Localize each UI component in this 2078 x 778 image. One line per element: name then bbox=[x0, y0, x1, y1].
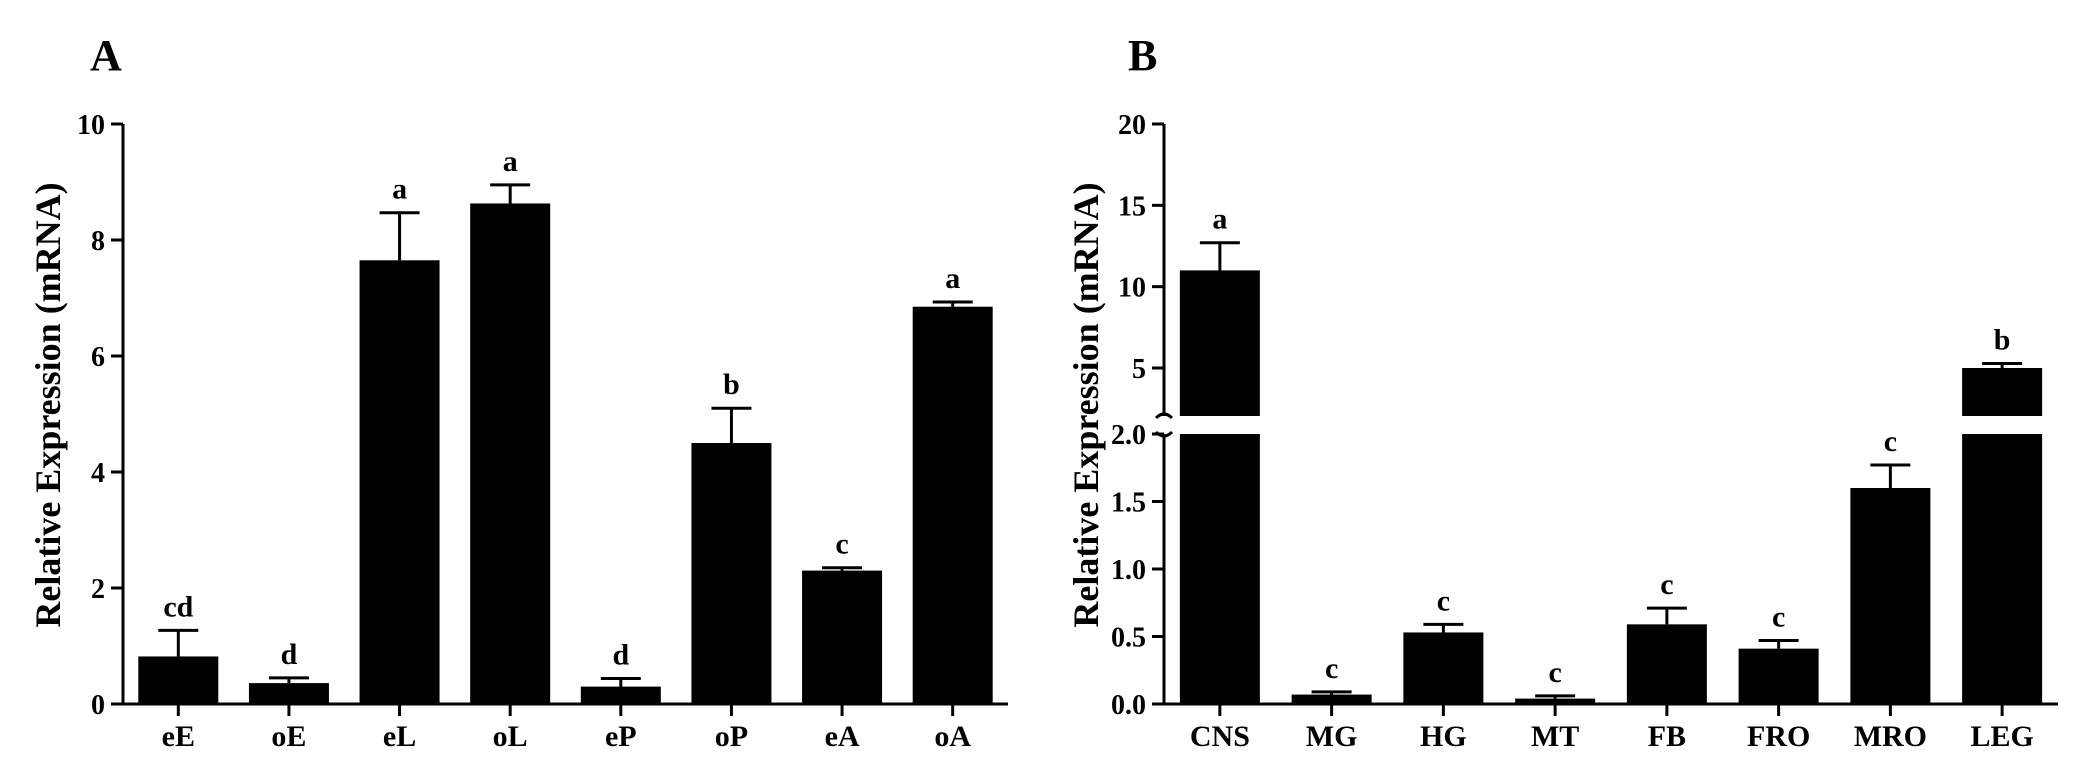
panel-a-significance-label: b bbox=[723, 368, 740, 401]
panel-a-significance-label: c bbox=[835, 528, 848, 561]
panel-a-bar bbox=[248, 683, 329, 704]
panel-b-significance-label: b bbox=[1994, 323, 2011, 356]
panel-b-y-tick-label: 10 bbox=[1118, 273, 1146, 304]
panel-b-significance-label: a bbox=[1212, 203, 1227, 236]
panel-b-y-tick-label: 5 bbox=[1132, 354, 1146, 385]
panel-a-x-tick-label: oP bbox=[715, 720, 748, 753]
panel-b-bar bbox=[1179, 434, 1260, 704]
panel-b-y-tick-label: 0.5 bbox=[1111, 623, 1146, 654]
panel-b-bar bbox=[1515, 698, 1596, 704]
panel-a-significance-label: a bbox=[392, 173, 407, 206]
panel-b-y-tick-label: 1.5 bbox=[1111, 488, 1146, 519]
panel-b-x-tick-label: FRO bbox=[1747, 720, 1810, 753]
panel-b-significance-label: c bbox=[1325, 652, 1338, 685]
panel-a-x-tick-label: eP bbox=[605, 720, 637, 753]
panel-a-y-tick-label: 10 bbox=[77, 110, 105, 141]
panel-a-y-tick-label: 8 bbox=[91, 226, 105, 257]
panel-a-x-tick-label: eL bbox=[383, 720, 416, 753]
panel-b-significance-label: c bbox=[1660, 568, 1673, 601]
panel-a-bar bbox=[802, 570, 883, 704]
panel-b-significance-label: c bbox=[1548, 656, 1561, 689]
panel-b-bar bbox=[1850, 488, 1931, 704]
panel-a-bar bbox=[470, 203, 551, 704]
panel-a-y-tick-label: 4 bbox=[91, 458, 105, 489]
panel-b-x-tick-label: HG bbox=[1420, 720, 1467, 753]
panel-b-axis-break-mark bbox=[1154, 412, 1174, 420]
panel-b-bar bbox=[1962, 434, 2043, 704]
panel-b-x-tick-label: FB bbox=[1648, 720, 1686, 753]
panel-b-x-tick-label: MT bbox=[1531, 720, 1579, 753]
panel-b-x-tick-label: CNS bbox=[1190, 720, 1250, 753]
panel-b-y-tick-label: 0.0 bbox=[1111, 690, 1146, 721]
panel-a-x-tick-label: oE bbox=[271, 720, 306, 753]
panel-a-y-axis-title: Relative Expression (mRNA) bbox=[28, 182, 68, 627]
panel-b-y-tick-label: 1.0 bbox=[1111, 555, 1146, 586]
panel-b-y-axis-title: Relative Expression (mRNA) bbox=[1066, 182, 1106, 627]
panel-a-letter: A bbox=[90, 31, 122, 80]
panel-a-axes: 0 2 4 6 8 10 eE oE eL oL eP oP eA oA bbox=[77, 110, 1008, 753]
panel-b-x-tick-label: MG bbox=[1306, 720, 1358, 753]
panel-b: B Relative Expression (mRNA) 0.0 0.5 1.0 1.… bbox=[1066, 31, 2058, 753]
panel-b-letter: B bbox=[1128, 31, 1157, 80]
panel-a-bar bbox=[691, 443, 772, 704]
panel-a-x-tick-label: oA bbox=[934, 720, 971, 753]
panel-b-bar bbox=[1738, 648, 1819, 704]
panel-b-significance-label: c bbox=[1437, 584, 1450, 617]
panel-b-significance-label: c bbox=[1884, 425, 1897, 458]
panel-b-bar bbox=[1291, 694, 1372, 704]
panel-b-bar-upper bbox=[1962, 368, 2043, 416]
panel-b-bar bbox=[1626, 624, 1707, 704]
panel-a-x-tick-label: eA bbox=[825, 720, 860, 753]
panel-a-bar bbox=[359, 260, 440, 704]
panel-a-bar bbox=[138, 656, 219, 704]
panel-a-y-tick-label: 0 bbox=[91, 690, 105, 721]
panel-a-x-tick-label: oL bbox=[493, 720, 528, 753]
panel-b-x-tick-label: LEG bbox=[1970, 720, 2033, 753]
panel-b-y-tick-label: 20 bbox=[1118, 110, 1146, 141]
panel-a-significance-label: d bbox=[281, 638, 298, 671]
panel-b-significance-label: c bbox=[1772, 601, 1785, 634]
panel-a-significance-label: cd bbox=[163, 590, 193, 623]
panel-b-y-tick-label: 15 bbox=[1118, 191, 1146, 222]
panel-a-y-tick-label: 6 bbox=[91, 342, 105, 373]
panel-a-bars: cd d a a d b c a bbox=[138, 145, 993, 704]
panel-b-y-tick-label: 2.0 bbox=[1111, 420, 1146, 451]
panel-a-significance-label: a bbox=[945, 262, 960, 295]
panel-a-x-tick-label: eE bbox=[162, 720, 195, 753]
panel-a-bar bbox=[580, 686, 661, 704]
panel-b-x-tick-label: MRO bbox=[1854, 720, 1927, 753]
panel-b-bar bbox=[1403, 632, 1484, 704]
panel-a-significance-label: a bbox=[503, 145, 518, 178]
panel-b-bar-upper bbox=[1179, 270, 1260, 416]
panel-a: A Relative Expression (mRNA) 0 2 4 6 8 10 eE oE… bbox=[28, 31, 1008, 753]
panel-a-bar bbox=[912, 306, 993, 704]
panel-a-significance-label: d bbox=[612, 638, 629, 671]
panel-b-bars: a c c c c c c b bbox=[1179, 203, 2043, 704]
panel-a-y-tick-label: 2 bbox=[91, 574, 105, 605]
